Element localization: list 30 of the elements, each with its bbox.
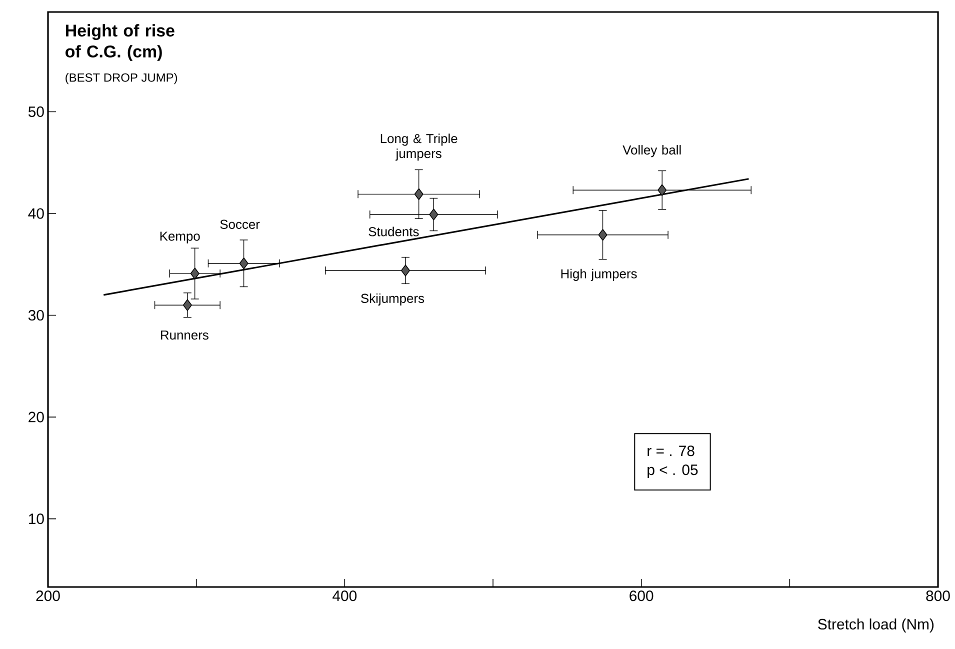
x-tick-label: 200 [36,590,60,602]
x-tick-label: 600 [630,590,654,602]
annotation: r = . 78 [648,446,694,456]
annotation: Volley ball [622,145,681,158]
x-tick-label: 800 [926,590,950,602]
annotation: Long & Triple jumpers [380,134,458,161]
annotation: Soccer [220,220,260,229]
annotation: Skijumpers [361,293,424,306]
y-tick-label: 50 [28,106,44,118]
annotation: Runners [161,330,208,340]
annotation: Students [368,226,419,236]
point [182,299,192,311]
text: (BEST DROP JUMP) [66,73,178,84]
point [414,188,424,200]
y-tick-label: 30 [28,310,44,321]
y-tick-label: 20 [28,412,44,422]
annotation: p < . 05 [648,464,698,478]
point [190,268,200,280]
point [658,184,667,196]
point [598,228,608,241]
annotation: High jumpers [561,268,637,281]
point [400,264,410,276]
x-tick-label: 400 [332,590,357,602]
y-tick-label: 10 [29,514,44,524]
x-axis-title: Stretch load (Nm) [818,618,934,632]
point [239,257,248,270]
y-axis-title: Height of rise of C.G. (cm) [66,24,174,61]
y-tick-label: 40 [28,208,44,219]
point [429,208,438,220]
annotation: Kempo [160,232,200,244]
